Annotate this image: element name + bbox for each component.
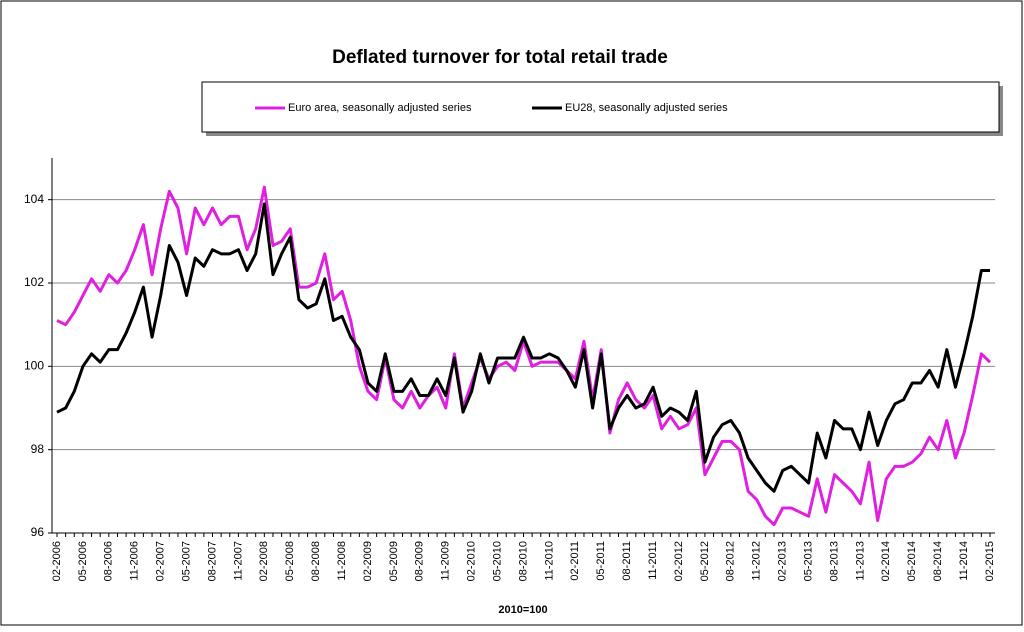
x-tick-label: 08-2009 [414,541,426,581]
x-tick-label: 02-2015 [984,541,996,581]
x-tick-label: 11-2010 [543,541,555,581]
x-tick-label: 08-2012 [725,541,737,581]
x-tick-label: 02-2007 [155,541,167,581]
x-tick-label: 11-2013 [854,541,866,581]
x-tick-label: 11-2011 [647,541,659,580]
y-tick-label: 102 [24,275,44,289]
x-tick-label: 02-2009 [362,541,374,581]
legend-label: EU28, seasonally adjusted series [565,102,728,114]
x-tick-label: 05-2007 [180,541,192,581]
series-line [56,202,990,493]
x-tick-label: 05-2012 [699,541,711,581]
x-tick-label: 02-2013 [777,541,789,581]
y-tick-label: 104 [24,192,44,206]
x-tick-label: 05-2009 [388,541,400,581]
legend [201,81,1000,133]
x-tick-label: 11-2012 [751,541,763,581]
x-tick-label: 05-2011 [595,541,607,581]
y-tick-label: 98 [31,442,45,456]
y-tick-label: 100 [24,359,44,373]
x-tick-label: 02-2011 [569,541,581,581]
x-tick-label: 05-2013 [802,541,814,581]
x-tick-label: 08-2007 [206,541,218,581]
x-tick-label: 08-2010 [517,541,529,581]
x-tick-label: 08-2014 [932,541,944,581]
x-tick-label: 05-2014 [906,541,918,581]
x-tick-label: 05-2010 [491,541,503,581]
x-tick-label: 11-2008 [336,541,348,581]
x-tick-label: 02-2014 [880,541,892,581]
x-tick-label: 11-2006 [129,541,141,581]
chart-title: Deflated turnover for total retail trade [332,47,668,68]
x-tick-label: 08-2008 [310,541,322,581]
x-tick-label: 08-2011 [621,541,633,581]
x-tick-label: 02-2006 [51,541,63,581]
x-tick-label: 11-2007 [232,541,244,581]
x-tick-label: 08-2006 [103,541,115,581]
x-tick-label: 02-2010 [466,541,478,581]
legend-label: Euro area, seasonally adjusted series [288,102,472,114]
x-axis-label: 2010=100 [498,604,547,616]
x-tick-label: 05-2008 [284,541,296,581]
x-tick-label: 02-2008 [258,541,270,581]
x-tick-label: 11-2009 [440,541,452,581]
x-tick-label: 11-2014 [958,541,970,581]
y-tick-label: 96 [31,525,45,539]
x-tick-label: 08-2013 [828,541,840,581]
series-line [56,185,992,527]
x-tick-label: 05-2006 [77,541,89,581]
x-tick-label: 02-2012 [673,541,685,581]
